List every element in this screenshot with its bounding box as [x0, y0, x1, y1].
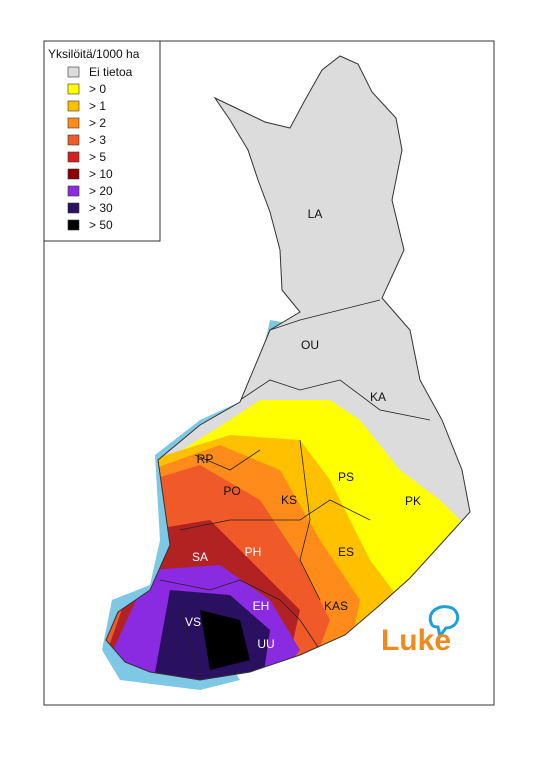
- legend: Yksilöitä/1000 ha Ei tietoa > 0 > 1 > 2 > 3 >…: [43, 40, 161, 242]
- legend-label: > 20: [89, 184, 113, 198]
- region-label: UU: [257, 637, 274, 651]
- legend-label: > 50: [89, 218, 113, 232]
- region-label: PH: [245, 545, 262, 559]
- country-outline: [105, 55, 471, 681]
- region-label: OU: [301, 338, 319, 352]
- legend-label: > 5: [89, 150, 106, 164]
- legend-swatch: [67, 117, 80, 129]
- legend-swatch: [67, 202, 80, 214]
- legend-swatch: [67, 134, 80, 146]
- logo: Luke: [381, 605, 460, 657]
- region-label: PS: [338, 470, 354, 484]
- legend-label: Ei tietoa: [89, 65, 133, 79]
- logo-text: Luke: [381, 624, 451, 657]
- region-label: KAS: [324, 599, 348, 613]
- region-label: PO: [223, 484, 240, 498]
- region-borders: [159, 299, 431, 680]
- region-label: PK: [405, 494, 421, 508]
- zone: [200, 610, 250, 670]
- region-label: LA: [308, 207, 323, 221]
- legend-swatch: [67, 185, 80, 197]
- region-label: KA: [370, 390, 386, 404]
- legend-swatch: [67, 151, 80, 163]
- legend-swatch: [67, 100, 80, 112]
- legend-swatch: [67, 83, 80, 95]
- legend-swatch: [67, 219, 80, 231]
- region-label: KS: [281, 493, 297, 507]
- legend-swatch: [67, 66, 80, 78]
- legend-label: > 0: [89, 82, 106, 96]
- logo-icon: [428, 605, 460, 640]
- region-label: SA: [192, 550, 208, 564]
- legend-box: [43, 40, 161, 242]
- legend-label: > 10: [89, 167, 113, 181]
- legend-label: > 1: [89, 99, 106, 113]
- legend-swatch: [67, 168, 80, 180]
- region-label: EH: [253, 599, 270, 613]
- legend-label: > 3: [89, 133, 106, 147]
- region-label: RP: [197, 452, 214, 466]
- region-label: VS: [185, 615, 201, 629]
- legend-title: Yksilöitä/1000 ha: [48, 47, 140, 61]
- region-label: ES: [338, 545, 354, 559]
- legend-label: > 30: [89, 201, 113, 215]
- legend-label: > 2: [89, 116, 106, 130]
